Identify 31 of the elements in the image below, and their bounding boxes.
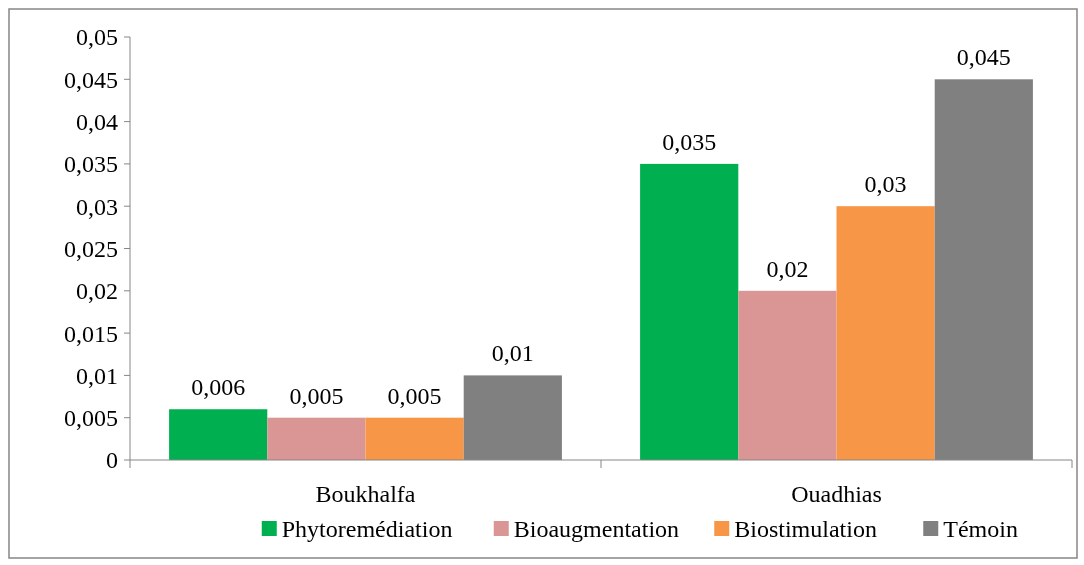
data-label: 0,01 xyxy=(491,340,534,367)
bar xyxy=(640,163,739,460)
x-tick-label: Boukhalfa xyxy=(315,481,416,507)
y-tick-label: 0,05 xyxy=(76,24,118,51)
data-label: 0,006 xyxy=(191,374,246,401)
data-label: 0,03 xyxy=(864,171,907,198)
legend-label: Bioaugmentation xyxy=(513,516,680,543)
legend-label: Biostimulation xyxy=(734,516,877,543)
y-tick-label: 0,02 xyxy=(76,278,118,305)
y-tick-label: 0,01 xyxy=(76,362,118,389)
y-tick-label: 0 xyxy=(106,447,118,474)
y-tick-label: 0,015 xyxy=(64,320,118,347)
bar xyxy=(365,417,464,460)
bar xyxy=(738,290,837,460)
y-tick-label: 0,025 xyxy=(64,235,118,262)
bar xyxy=(836,206,935,460)
y-tick-label: 0,03 xyxy=(76,193,118,220)
bar xyxy=(169,409,268,460)
data-label: 0,045 xyxy=(956,44,1011,71)
legend-label: Témoin xyxy=(943,516,1018,543)
x-tick-label: Ouadhias xyxy=(791,481,882,507)
y-tick-label: 0,04 xyxy=(76,109,118,135)
y-tick-label: 0,005 xyxy=(64,405,118,432)
data-label: 0,005 xyxy=(289,382,344,409)
data-label: 0,02 xyxy=(766,255,809,282)
bar xyxy=(267,417,366,460)
y-tick-label: 0,045 xyxy=(64,66,118,93)
data-label: 0,035 xyxy=(662,128,717,155)
legend-label: Phytoremédiation xyxy=(281,516,453,543)
data-label: 0,005 xyxy=(387,382,442,409)
y-tick-label: 0,035 xyxy=(64,151,118,178)
